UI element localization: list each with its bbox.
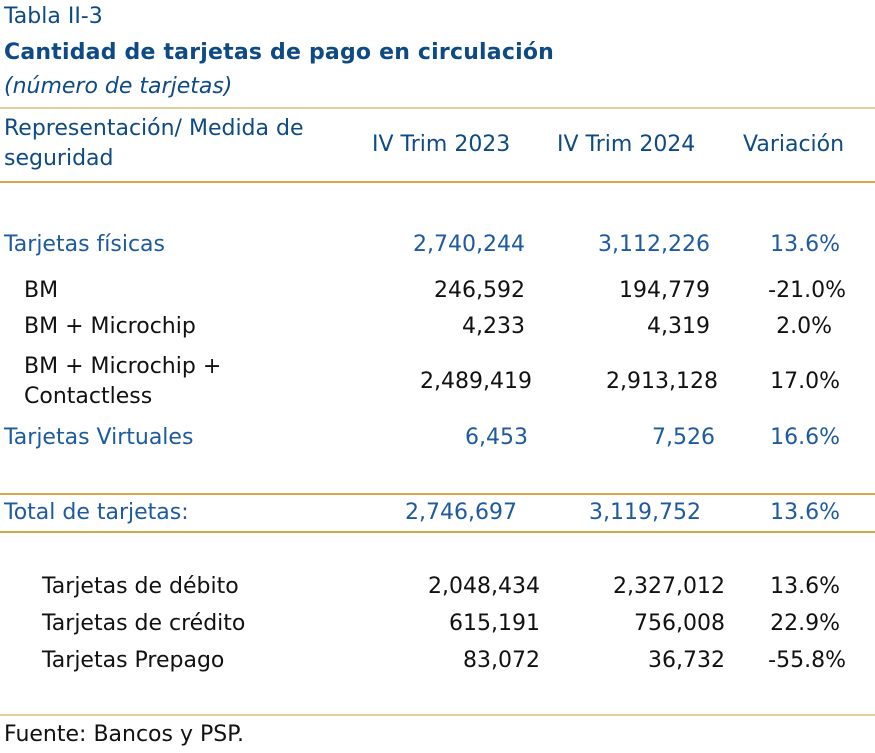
total-bottom-rule [0,531,875,533]
source-note: Fuente: Bancos y PSP. [4,722,245,747]
cell-2023: 615,191 [449,611,540,636]
header-col-2024: IV Trim 2024 [557,132,696,157]
cell-2024: 4,319 [647,314,710,339]
cell-2023: 2,489,419 [420,369,532,394]
bottom-rule [0,714,875,716]
cell-2023: 2,740,244 [413,232,525,257]
row-label: Tarjetas de crédito [42,611,246,636]
cell-variation: 17.0% [770,369,840,394]
row-label: BM [24,278,59,303]
row-label-line2: Contactless [24,384,153,409]
row-label-line1: BM + Microchip + [24,354,222,379]
row-label: Tarjetas de débito [42,574,239,599]
total-top-rule [0,493,875,495]
cell-2024: 2,327,012 [613,574,725,599]
cell-variation: 13.6% [770,232,840,257]
cell-2024: 2,913,128 [606,369,718,394]
cell-2023: 2,048,434 [428,574,540,599]
cell-variation: 22.9% [770,611,840,636]
cell-2023: 2,746,697 [405,500,517,525]
cell-variation: 16.6% [770,425,840,450]
cell-2024: 7,526 [652,425,715,450]
cell-2024: 36,732 [648,648,725,673]
cell-2024: 756,008 [634,611,725,636]
row-label: Tarjetas Prepago [42,648,225,673]
cell-variation: -21.0% [768,278,846,303]
cell-variation: 2.0% [776,314,832,339]
cell-2024: 3,119,752 [589,500,701,525]
header-col-2023: IV Trim 2023 [372,132,511,157]
table-number: Tabla II-3 [4,4,103,29]
cell-variation: -55.8% [768,648,846,673]
cell-2024: 3,112,226 [598,232,710,257]
row-label: Tarjetas físicas [4,232,166,257]
header-label-line1: Representación/ Medida de [4,116,304,141]
cell-2024: 194,779 [619,278,710,303]
row-label: BM + Microchip [24,314,196,339]
top-rule [0,107,875,109]
table-title: Cantidad de tarjetas de pago en circulac… [4,40,554,65]
cell-2023: 4,233 [462,314,525,339]
row-label: Tarjetas Virtuales [4,425,194,450]
header-rule [0,181,875,183]
cell-2023: 83,072 [463,648,540,673]
cell-2023: 6,453 [465,425,528,450]
table-subtitle: (número de tarjetas) [4,74,233,99]
cell-variation: 13.6% [770,500,840,525]
header-label-line2: seguridad [4,146,114,171]
row-label: Total de tarjetas: [4,500,189,525]
cell-2023: 246,592 [434,278,525,303]
header-col-variation: Variación [743,132,845,157]
cell-variation: 13.6% [770,574,840,599]
